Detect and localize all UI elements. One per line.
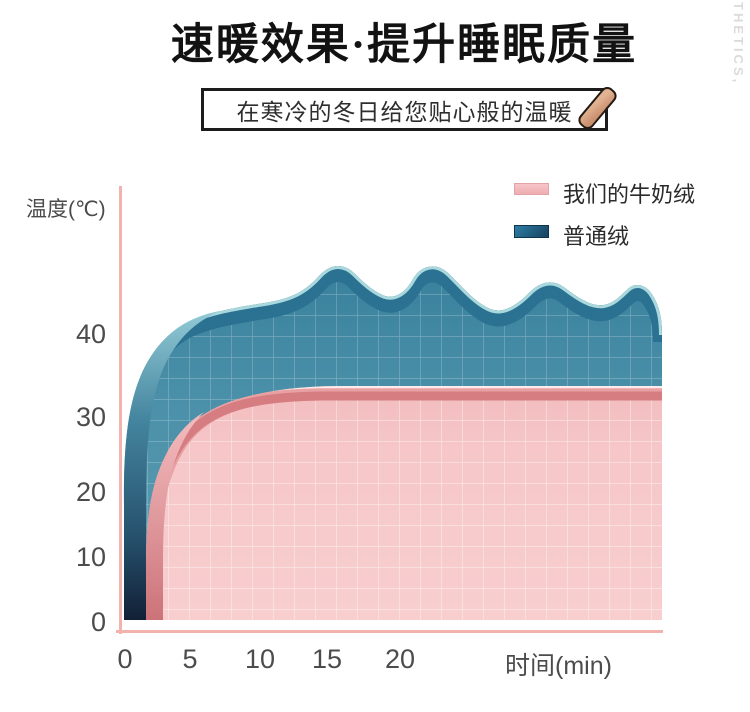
plain-velvet-top-shadow-band (137, 265, 662, 379)
x-tick-0: 0 (117, 644, 133, 674)
x-tick-15: 15 (311, 644, 343, 674)
plain-velvet-left-bevel (123, 311, 220, 620)
x-tick-20: 20 (384, 644, 416, 674)
y-tick-30: 30 (75, 402, 106, 432)
legend-swatch-plain-velvet (514, 225, 549, 238)
x-tick-10: 10 (244, 644, 276, 674)
y-tick-20: 20 (75, 477, 106, 507)
y-tick-0: 0 (90, 607, 106, 637)
watermark-text: THETICS, (731, 2, 746, 86)
series-milk-velvet-area (146, 386, 662, 620)
y-tick-40: 40 (75, 319, 106, 349)
y-axis-line (119, 186, 122, 634)
subtitle-text: 在寒冷的冬日给您贴心般的温暖 (236, 98, 573, 125)
x-tick-5: 5 (182, 644, 198, 674)
legend-label-milk-velvet: 我们的牛奶绒 (563, 182, 696, 207)
y-axis-title: 温度(℃) (26, 198, 106, 221)
x-axis-line (116, 630, 663, 633)
milk-velvet-left-bevel (146, 412, 204, 620)
legend-swatch-milk-velvet (514, 183, 549, 195)
page-title: 速暖效果·提升睡眠质量 (170, 22, 638, 69)
y-tick-10: 10 (75, 542, 106, 572)
x-axis-title: 时间(min) (505, 652, 612, 680)
legend-label-plain-velvet: 普通绒 (563, 224, 630, 249)
